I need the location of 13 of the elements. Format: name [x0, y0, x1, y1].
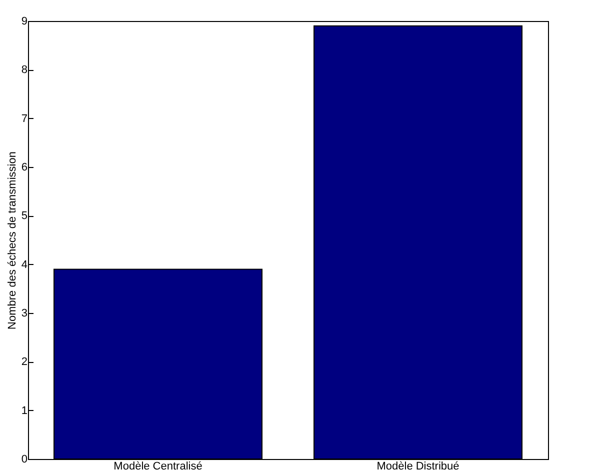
y-tick-label: 3 [21, 308, 28, 320]
y-tick-label: 8 [21, 64, 28, 76]
y-tick-label: 4 [21, 258, 28, 271]
y-tick-label: 0 [21, 454, 28, 466]
y-axis-title: Nombre des échecs de transmission [6, 152, 18, 330]
y-tick-label: 6 [21, 162, 28, 174]
y-tick-label: 9 [21, 16, 28, 28]
y-tick-label: 1 [21, 404, 28, 417]
y-tick-label: 7 [21, 112, 28, 125]
x-tick-label: Modèle Distribué [376, 460, 460, 472]
x-tick-label: Modèle Centralisé [114, 460, 202, 472]
y-tick-label: 2 [21, 356, 28, 368]
y-tick-label: 5 [21, 210, 28, 222]
